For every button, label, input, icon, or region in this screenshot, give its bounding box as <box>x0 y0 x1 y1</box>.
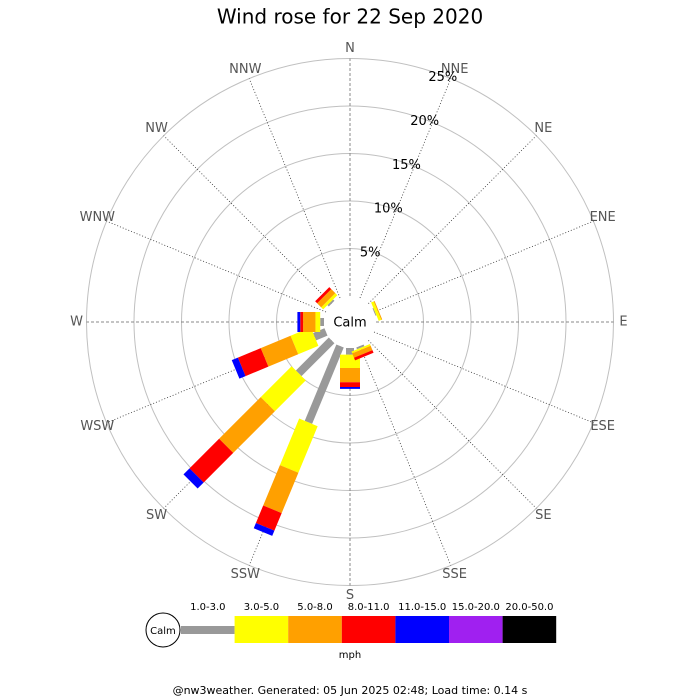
legend-swatch <box>341 616 396 643</box>
calm-circle <box>325 297 375 347</box>
r-tick-label: 25% <box>428 70 457 85</box>
calm-label: Calm <box>333 316 366 331</box>
bar-segment <box>231 357 246 379</box>
bar-segment <box>300 312 304 332</box>
chart-title: Wind rose for 22 Sep 2020 <box>217 5 483 29</box>
bar-segment <box>327 299 335 307</box>
bar-segment <box>297 312 301 332</box>
bar-segment <box>371 301 382 321</box>
bar-segment <box>263 465 299 514</box>
bar-segment <box>313 328 328 341</box>
bar-segment <box>317 289 336 308</box>
bar-segment <box>189 438 234 483</box>
spoke <box>373 220 594 313</box>
direction-label: NNW <box>229 62 261 77</box>
bar-segment <box>219 397 275 453</box>
legend-label: 1.0-3.0 <box>190 602 225 613</box>
direction-label: SSW <box>231 567 261 582</box>
legend-label: 11.0-15.0 <box>398 602 446 613</box>
direction-label: WSW <box>80 419 114 434</box>
bar-segment <box>290 327 319 355</box>
direction-label: SSE <box>442 567 467 582</box>
direction-label: E <box>619 315 627 330</box>
bar-segment <box>340 367 360 383</box>
bar-segment <box>260 366 306 412</box>
bar-segment <box>356 344 365 350</box>
direction-label: NE <box>534 121 552 136</box>
bar-segment <box>353 350 374 361</box>
bar-segment <box>237 348 269 377</box>
spoke <box>368 135 537 304</box>
bar-segment <box>260 335 299 367</box>
bar-segment <box>304 344 344 424</box>
bar-segment <box>279 418 318 473</box>
bar-segment <box>183 468 204 489</box>
r-tick-label: 10% <box>374 202 403 217</box>
direction-label: SE <box>535 508 551 523</box>
bar-segment <box>253 522 275 536</box>
direction-label: ENE <box>590 210 616 225</box>
footer: @nw3weather. Generated: 05 Jun 2025 02:4… <box>173 684 528 697</box>
spoke <box>248 78 341 299</box>
bar-segment <box>340 386 360 389</box>
legend-unit: mph <box>339 650 361 661</box>
bar-segment <box>303 312 316 332</box>
legend-swatch <box>395 616 449 643</box>
bar-segment <box>295 337 335 377</box>
bar-segment <box>373 300 383 320</box>
bar-segment <box>372 307 377 316</box>
bar-segment <box>315 312 321 332</box>
bar-segment <box>320 318 324 326</box>
legend-swatch <box>288 616 342 643</box>
spoke <box>359 78 452 299</box>
direction-label: NNE <box>441 62 469 77</box>
spoke <box>359 345 452 566</box>
direction-label: W <box>70 315 83 330</box>
spoke <box>106 220 327 313</box>
legend-label: 3.0-5.0 <box>244 602 279 613</box>
legend-label: 8.0-11.0 <box>348 602 390 613</box>
legend-label: 20.0-50.0 <box>505 602 553 613</box>
r-tick-label: 20% <box>410 114 439 129</box>
bar-segment <box>321 293 338 310</box>
bar-segment <box>352 345 373 358</box>
direction-label: S <box>346 588 354 603</box>
r-tick-label: 15% <box>392 158 421 173</box>
direction-label: N <box>345 41 355 56</box>
bar-segment <box>340 382 360 387</box>
r-tick-label: 5% <box>360 246 381 261</box>
direction-label: ESE <box>590 419 615 434</box>
direction-label: WNW <box>80 210 116 225</box>
legend-swatch <box>234 616 289 643</box>
legend-calm <box>145 612 181 648</box>
legend-calm-label: Calm <box>150 626 176 637</box>
bar-segment <box>351 343 371 354</box>
spoke <box>368 340 537 509</box>
bar-segment <box>255 505 282 531</box>
spoke <box>373 331 594 424</box>
direction-label: NW <box>145 121 168 136</box>
direction-label: SW <box>146 508 167 523</box>
legend-label: 15.0-20.0 <box>452 602 500 613</box>
spoke <box>163 135 332 304</box>
bar-segment <box>346 348 354 355</box>
legend-swatch <box>502 616 557 643</box>
legend-label: 5.0-8.0 <box>297 602 332 613</box>
bar-segment <box>315 287 332 304</box>
legend-swatch <box>181 626 235 634</box>
legend-swatch <box>449 616 503 643</box>
